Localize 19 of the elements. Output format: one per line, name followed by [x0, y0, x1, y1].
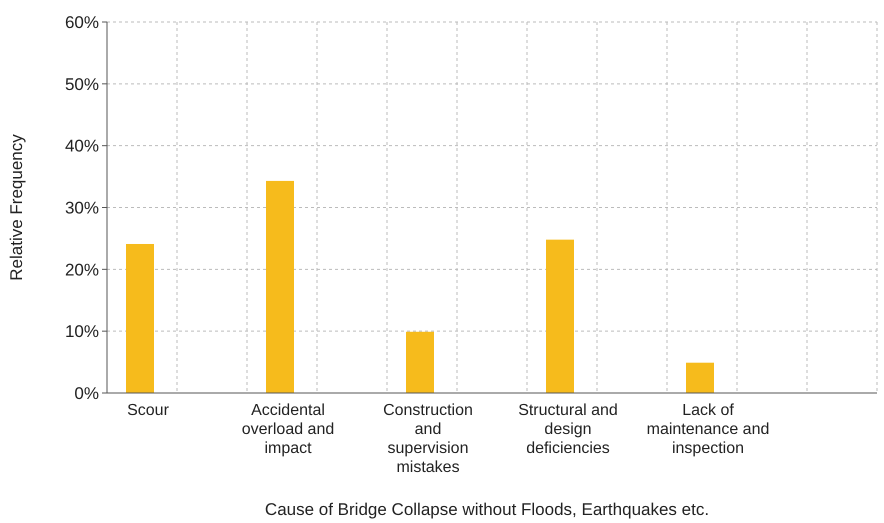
bar	[406, 332, 434, 393]
x-tick-label: Accidental overload and impact	[242, 402, 334, 457]
x-tick-label: Lack of maintenance and inspection	[646, 402, 770, 457]
y-tick-label: 40%	[64, 136, 99, 156]
y-tick-label: 60%	[64, 12, 99, 32]
x-axis-title: Cause of Bridge Collapse without Floods, Earthquakes etc.	[264, 500, 710, 519]
x-tick-label: Structural and design deficiencies	[518, 402, 618, 457]
x-tick-label: Scour	[127, 402, 170, 419]
bar	[126, 244, 154, 393]
bar	[546, 240, 574, 393]
y-tick-label: 30%	[64, 198, 99, 218]
bar	[266, 180, 294, 393]
y-tick-label: 0%	[74, 384, 99, 403]
y-tick-label: 50%	[64, 74, 99, 94]
y-tick-label: 20%	[64, 260, 99, 280]
y-axis-title: Relative Frequency	[7, 134, 26, 281]
y-tick-label: 10%	[64, 322, 99, 342]
bar	[686, 362, 714, 393]
x-tick-label: Construction and supervision mistakes	[383, 402, 473, 476]
